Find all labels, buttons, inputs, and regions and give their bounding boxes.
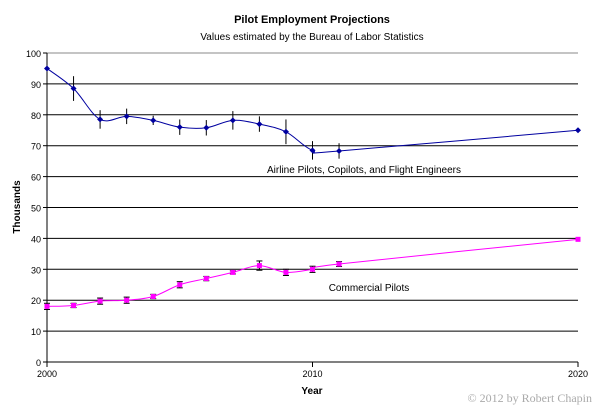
data-point — [309, 147, 316, 154]
data-point — [282, 128, 289, 135]
data-point — [123, 113, 130, 120]
y-tick-label: 50 — [31, 204, 41, 214]
data-point — [44, 303, 50, 309]
y-tick-label: 90 — [31, 80, 41, 90]
x-tick-label: 2010 — [302, 369, 322, 379]
data-point — [97, 116, 104, 123]
data-point — [203, 276, 209, 282]
y-tick-label: 70 — [31, 142, 41, 152]
x-tick-label: 2020 — [568, 369, 588, 379]
data-point — [177, 282, 183, 288]
data-point — [176, 124, 183, 131]
y-tick-label: 40 — [31, 234, 41, 244]
data-point — [575, 236, 581, 242]
y-tick-label: 30 — [31, 265, 41, 275]
y-axis-label: Thousands — [12, 180, 23, 234]
data-point — [203, 124, 210, 131]
data-point — [336, 147, 343, 154]
y-tick-label: 60 — [31, 173, 41, 183]
x-axis-label: Year — [301, 386, 322, 397]
y-tick-label: 80 — [31, 111, 41, 121]
data-point — [256, 121, 263, 128]
data-point — [229, 117, 236, 124]
y-tick-label: 10 — [31, 327, 41, 337]
data-point — [71, 302, 77, 308]
series-label-commercial: Commercial Pilots — [329, 283, 410, 294]
data-point — [283, 269, 289, 275]
y-tick-label: 100 — [26, 49, 41, 59]
x-tick-label: 2000 — [37, 369, 57, 379]
data-point — [310, 266, 315, 272]
data-point — [124, 297, 130, 303]
series-label-airline: Airline Pilots, Copilots, and Flight Eng… — [267, 165, 461, 176]
data-point — [44, 65, 50, 72]
data-point — [336, 261, 342, 267]
y-tick-label: 20 — [31, 296, 41, 306]
data-point — [70, 85, 77, 92]
chart-title: Pilot Employment Projections — [234, 14, 390, 26]
data-point — [97, 298, 103, 304]
data-point — [150, 293, 156, 299]
data-point — [230, 269, 236, 275]
data-point — [575, 127, 581, 134]
data-point — [150, 117, 157, 124]
copyright-credit: © 2012 by Robert Chapin — [467, 391, 592, 405]
y-tick-label: 0 — [36, 358, 41, 368]
data-point — [256, 263, 262, 269]
chart-subtitle: Values estimated by the Bureau of Labor … — [200, 32, 423, 43]
